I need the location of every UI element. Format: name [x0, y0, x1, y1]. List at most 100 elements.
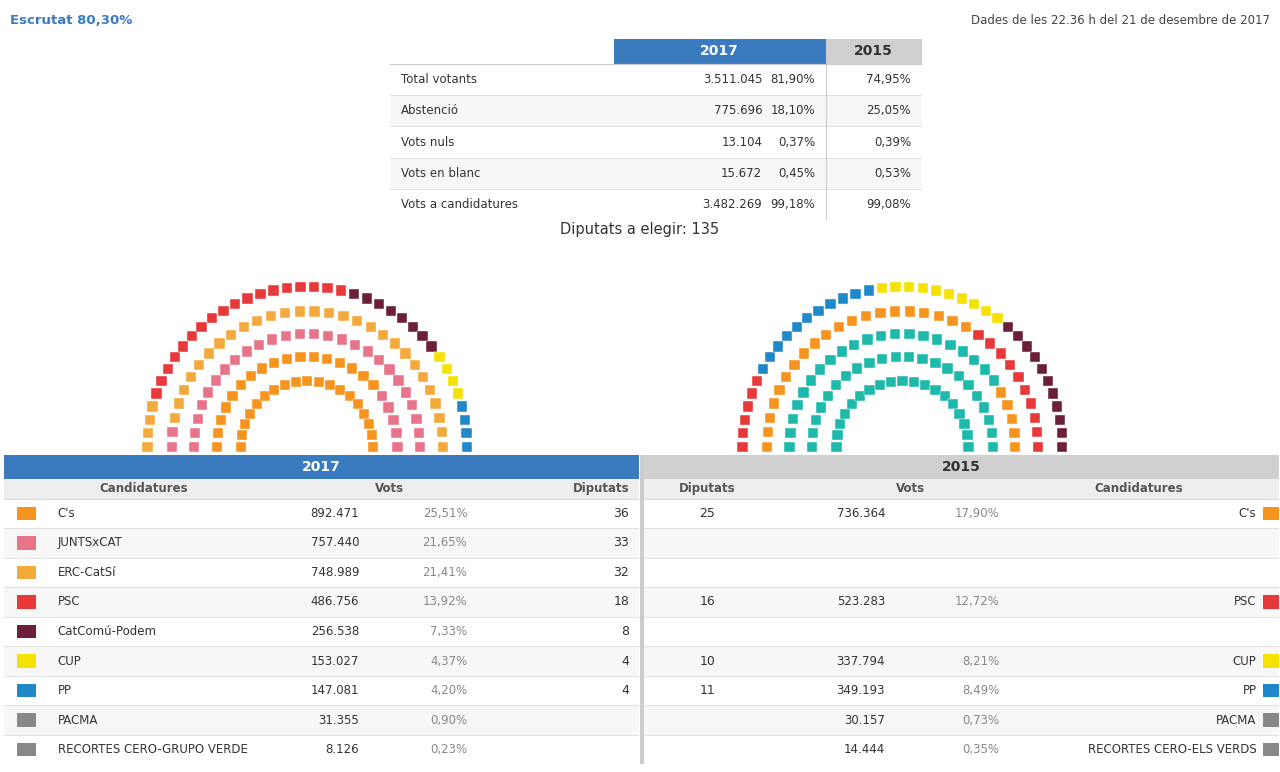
FancyBboxPatch shape: [765, 352, 776, 362]
FancyBboxPatch shape: [335, 286, 346, 296]
FancyBboxPatch shape: [385, 306, 396, 316]
FancyBboxPatch shape: [1010, 442, 1020, 452]
FancyBboxPatch shape: [814, 306, 824, 316]
FancyBboxPatch shape: [393, 442, 403, 452]
FancyBboxPatch shape: [644, 479, 1279, 499]
FancyBboxPatch shape: [803, 313, 813, 323]
FancyBboxPatch shape: [4, 617, 639, 646]
FancyBboxPatch shape: [219, 306, 229, 316]
Text: 4,37%: 4,37%: [430, 655, 467, 668]
FancyBboxPatch shape: [861, 311, 872, 321]
FancyBboxPatch shape: [964, 381, 974, 391]
FancyBboxPatch shape: [337, 334, 347, 344]
FancyBboxPatch shape: [335, 384, 346, 394]
FancyBboxPatch shape: [792, 400, 803, 411]
FancyBboxPatch shape: [401, 388, 411, 398]
FancyBboxPatch shape: [269, 286, 279, 296]
FancyBboxPatch shape: [809, 338, 819, 349]
FancyBboxPatch shape: [644, 528, 1279, 557]
FancyBboxPatch shape: [799, 388, 809, 398]
FancyBboxPatch shape: [142, 442, 152, 452]
Text: 2017: 2017: [302, 460, 340, 474]
FancyBboxPatch shape: [1014, 372, 1024, 382]
Text: 18: 18: [613, 595, 630, 608]
FancyBboxPatch shape: [836, 419, 846, 429]
FancyBboxPatch shape: [211, 442, 221, 452]
FancyBboxPatch shape: [644, 557, 1279, 587]
Text: Vots: Vots: [375, 482, 403, 495]
FancyBboxPatch shape: [457, 401, 467, 411]
FancyBboxPatch shape: [392, 428, 402, 438]
Text: 757.440: 757.440: [311, 537, 360, 550]
FancyBboxPatch shape: [890, 306, 900, 317]
FancyBboxPatch shape: [230, 354, 241, 365]
FancyBboxPatch shape: [17, 625, 36, 638]
FancyBboxPatch shape: [236, 381, 246, 391]
FancyBboxPatch shape: [979, 364, 989, 374]
Text: 25: 25: [699, 507, 716, 520]
FancyBboxPatch shape: [846, 399, 858, 409]
Text: Diputats: Diputats: [678, 482, 736, 495]
FancyBboxPatch shape: [832, 430, 842, 441]
FancyBboxPatch shape: [407, 400, 417, 411]
FancyBboxPatch shape: [415, 428, 425, 438]
FancyBboxPatch shape: [4, 455, 639, 479]
FancyBboxPatch shape: [17, 743, 36, 756]
Text: 3.482.269: 3.482.269: [703, 198, 762, 211]
FancyBboxPatch shape: [280, 308, 291, 318]
FancyBboxPatch shape: [1010, 428, 1020, 438]
FancyBboxPatch shape: [1056, 428, 1066, 438]
FancyBboxPatch shape: [252, 316, 262, 326]
Text: 15.672: 15.672: [721, 167, 762, 180]
Text: 36: 36: [613, 507, 630, 520]
FancyBboxPatch shape: [919, 308, 929, 318]
FancyBboxPatch shape: [145, 415, 155, 425]
FancyBboxPatch shape: [282, 354, 292, 364]
FancyBboxPatch shape: [863, 334, 873, 344]
FancyBboxPatch shape: [957, 293, 968, 303]
FancyBboxPatch shape: [4, 479, 639, 499]
Text: Escrutat 80,30%: Escrutat 80,30%: [10, 14, 133, 27]
Text: ERC-CatSí: ERC-CatSí: [58, 566, 116, 579]
FancyBboxPatch shape: [815, 402, 826, 413]
FancyBboxPatch shape: [410, 360, 420, 370]
FancyBboxPatch shape: [335, 357, 346, 367]
Text: 0,35%: 0,35%: [963, 743, 1000, 756]
Text: 3.511.045: 3.511.045: [703, 73, 762, 86]
FancyBboxPatch shape: [877, 354, 887, 364]
Text: 892.471: 892.471: [311, 507, 360, 520]
FancyBboxPatch shape: [17, 713, 36, 726]
Text: Candidatures: Candidatures: [1094, 482, 1184, 495]
Text: 8.126: 8.126: [325, 743, 360, 756]
Text: 4: 4: [621, 655, 630, 668]
Text: 748.989: 748.989: [311, 566, 360, 579]
FancyBboxPatch shape: [407, 322, 417, 332]
Text: 21,65%: 21,65%: [422, 537, 467, 550]
Text: Vots en blanc: Vots en blanc: [401, 167, 480, 180]
FancyBboxPatch shape: [378, 330, 388, 340]
Text: 32: 32: [613, 566, 630, 579]
Text: Vots nuls: Vots nuls: [401, 136, 454, 148]
FancyBboxPatch shape: [325, 380, 335, 390]
Text: RECORTES CERO-ELS VERDS: RECORTES CERO-ELS VERDS: [1088, 743, 1257, 756]
FancyBboxPatch shape: [291, 377, 301, 387]
FancyBboxPatch shape: [238, 322, 248, 332]
FancyBboxPatch shape: [367, 430, 378, 441]
FancyBboxPatch shape: [369, 381, 379, 391]
FancyBboxPatch shape: [812, 415, 822, 425]
FancyBboxPatch shape: [1052, 401, 1062, 411]
FancyBboxPatch shape: [187, 331, 197, 341]
Text: PSC: PSC: [1234, 595, 1257, 608]
Text: 147.081: 147.081: [311, 684, 360, 697]
FancyBboxPatch shape: [4, 499, 639, 528]
Text: 2015: 2015: [854, 44, 893, 59]
FancyBboxPatch shape: [310, 306, 320, 317]
FancyBboxPatch shape: [178, 341, 188, 351]
Text: 0,37%: 0,37%: [778, 136, 815, 148]
FancyBboxPatch shape: [933, 311, 943, 321]
FancyBboxPatch shape: [236, 442, 246, 452]
FancyBboxPatch shape: [644, 706, 1279, 735]
FancyBboxPatch shape: [430, 398, 440, 408]
FancyBboxPatch shape: [282, 283, 292, 293]
FancyBboxPatch shape: [207, 313, 218, 323]
